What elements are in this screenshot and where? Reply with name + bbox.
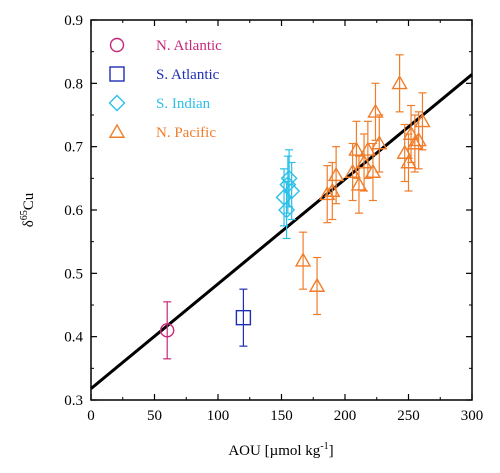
x-tick-label: 50 bbox=[147, 408, 162, 424]
x-tick-label: 300 bbox=[461, 408, 484, 424]
data-point bbox=[327, 166, 345, 182]
x-axis-label-end: ] bbox=[329, 443, 334, 459]
data-point bbox=[359, 141, 377, 156]
legend-label: S. Indian bbox=[156, 96, 211, 112]
data-point bbox=[308, 277, 326, 292]
series-n-pacific bbox=[294, 54, 431, 316]
data-point bbox=[364, 163, 382, 178]
y-tick-label: 0.6 bbox=[64, 203, 83, 219]
y-tick-label: 0.4 bbox=[64, 330, 83, 346]
data-point bbox=[391, 74, 408, 90]
y-tick-label: 0.5 bbox=[64, 266, 83, 282]
fit-layer bbox=[90, 73, 473, 390]
y-axis-label-prefix: δ bbox=[21, 220, 37, 227]
legend-marker bbox=[108, 123, 126, 138]
series-s-indian bbox=[275, 149, 301, 240]
x-axis-label-main: AOU [µmol kg bbox=[228, 443, 320, 459]
ticks-layer: 0 50 100 150 200 250 300 0.3 0.4 0.5 0.6 0.7 0.8 0.9 bbox=[64, 13, 483, 424]
y-tick-label: 0.3 bbox=[64, 393, 83, 409]
series-s-atlantic bbox=[235, 288, 252, 347]
x-tick-label: 200 bbox=[334, 408, 357, 424]
data-point bbox=[414, 112, 431, 128]
data-point bbox=[283, 182, 301, 200]
y-axis-label-superscript: 65 bbox=[19, 210, 30, 220]
legend-label: N. Pacific bbox=[156, 125, 216, 141]
legend: N. Atlantic S. Atlantic S. Indian N. Pacifi… bbox=[108, 37, 222, 141]
y-tick-label: 0.7 bbox=[64, 140, 83, 156]
marks-layer bbox=[159, 54, 431, 360]
legend-label: N. Atlantic bbox=[156, 38, 222, 54]
legend-marker bbox=[109, 37, 125, 53]
data-point bbox=[159, 323, 175, 338]
data-point bbox=[348, 141, 365, 156]
x-axis-label-superscript: -1 bbox=[320, 441, 328, 452]
legend-label: S. Atlantic bbox=[156, 67, 220, 83]
x-axis-label: AOU [µmol kg-1] bbox=[228, 441, 333, 459]
data-point bbox=[367, 103, 384, 118]
data-point bbox=[294, 252, 312, 267]
series-n-atlantic bbox=[159, 301, 175, 360]
y-tick-label: 0.8 bbox=[64, 76, 83, 92]
legend-marker bbox=[109, 66, 125, 82]
data-point bbox=[319, 185, 336, 201]
data-point bbox=[371, 135, 388, 150]
data-point bbox=[235, 309, 252, 326]
y-axis-label: δ65Cu bbox=[19, 192, 37, 227]
x-tick-label: 150 bbox=[270, 408, 293, 424]
x-tick-label: 100 bbox=[207, 408, 230, 424]
data-point bbox=[400, 154, 417, 169]
regression-line bbox=[90, 73, 473, 390]
y-tick-label: 0.9 bbox=[64, 13, 83, 29]
y-axis-label-main: Cu bbox=[21, 192, 37, 210]
x-tick-label: 250 bbox=[397, 408, 420, 424]
x-tick-label: 0 bbox=[87, 408, 95, 424]
data-point bbox=[350, 176, 368, 191]
legend-marker bbox=[108, 94, 126, 112]
